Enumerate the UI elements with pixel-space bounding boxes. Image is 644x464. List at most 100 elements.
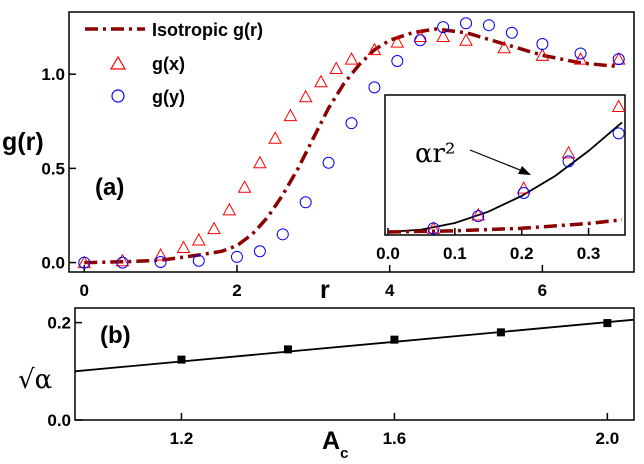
series-a1-marker-18: [436, 29, 450, 42]
series-a2-marker-1: [116, 256, 129, 269]
series-a1-marker-14: [344, 52, 359, 65]
series-a2-marker-7: [299, 196, 312, 209]
series-a1-marker-4: [191, 232, 206, 246]
panel-a-frame: [68, 11, 635, 273]
series-i3-marker-4: [612, 127, 625, 140]
series-a2-marker-2: [154, 256, 167, 269]
series-i1-line: [387, 218, 623, 234]
series-i2-marker-1: [471, 207, 486, 221]
series-i2-marker-2: [516, 181, 531, 194]
series-a2-marker-17: [536, 38, 549, 51]
series-a2-marker-9: [345, 117, 358, 130]
series-a1-marker-8: [253, 155, 267, 169]
legend-gy-marker: [111, 89, 125, 103]
a-yticklabel-2: 1.0: [41, 65, 65, 84]
series-a2-marker-5: [253, 245, 266, 258]
series-a2-marker-11: [391, 54, 404, 67]
panel-a-ticks: 0 2 4 6 0.0 0.5 1.0: [41, 65, 547, 300]
series-a1-marker-21: [535, 48, 550, 61]
series-a2-marker-15: [482, 19, 495, 32]
inset-series: [387, 99, 626, 235]
series-a1-marker-7: [237, 180, 252, 193]
inset-arrowhead: [518, 166, 531, 175]
series-b0-marker-2: [390, 335, 399, 344]
series-a1-marker-20: [497, 40, 512, 54]
series-a1-marker-1: [115, 253, 130, 267]
series-b0-marker-0: [177, 355, 186, 364]
series-a2-marker-0: [78, 256, 91, 269]
series-a1-marker-12: [314, 74, 328, 88]
inset-annotation: αr²: [415, 139, 455, 169]
series-i2-marker-3: [561, 145, 576, 159]
legend: Isotropic g(r) g(x) g(y): [85, 20, 263, 107]
series-a1-marker-15: [367, 42, 382, 56]
series-a2-marker-10: [368, 81, 381, 94]
series-a2-marker-13: [437, 21, 450, 34]
series-i3-marker-3: [562, 155, 575, 168]
series-a2-marker-3: [192, 254, 205, 267]
series-a0-line: [84, 27, 619, 265]
series-b1-line: [74, 318, 635, 373]
legend-gx-marker: [109, 55, 127, 70]
series-a2-marker-16: [505, 26, 518, 39]
panel-a-ylabel: g(r): [2, 128, 44, 156]
b-yticklabel-1: 0.2: [47, 314, 71, 333]
panel-a: 0 2 4 6 0.0 0.5 1.0 (a) g(r) r Isotropic g(r) …: [2, 11, 635, 304]
series-i2-marker-4: [611, 99, 626, 113]
series-a2-marker-6: [276, 228, 289, 241]
series-a1-marker-19: [459, 33, 473, 46]
series-a2-marker-14: [460, 17, 473, 30]
b-x-ticklabel-1: 1.6: [383, 429, 407, 448]
i-x-ticklabel-0: 0.0: [376, 244, 400, 263]
series-a1-marker-5: [207, 221, 221, 235]
xlabel-A: A: [322, 427, 340, 455]
panel-a-series: [77, 17, 626, 269]
series-a2-marker-12: [414, 34, 427, 47]
a-x-ticklabel-1: 2: [232, 281, 241, 300]
b-x-ticklabel-2: 2.0: [596, 429, 620, 448]
series-a1-marker-13: [329, 61, 344, 75]
a-x-ticklabel-0: 0: [80, 281, 89, 300]
b-yticklabel-0: 0.0: [47, 411, 71, 430]
panel-b-ticks: 1.2 1.6 2.0 0.0 0.2: [47, 314, 619, 448]
series-a2-marker-19: [612, 53, 625, 66]
series-i0-line: [387, 121, 623, 233]
inset-frame: [384, 94, 626, 236]
inset-annotation-arrow: [469, 149, 526, 173]
panel-a-label: (a): [95, 174, 124, 201]
panel-b-ylabel: √α: [18, 365, 52, 395]
series-a1-marker-3: [176, 240, 191, 254]
a-yticklabel-1: 0.5: [41, 159, 65, 178]
series-i3-marker-2: [517, 187, 530, 200]
series-a1-marker-10: [283, 108, 298, 122]
inset: 0.0 0.1 0.2 0.3 αr²: [376, 94, 626, 263]
panel-b-frame: [74, 307, 635, 421]
panel-a-xlabel: r: [320, 276, 330, 304]
xlabel-sub: c: [340, 445, 348, 462]
series-a2-marker-8: [322, 156, 335, 169]
series-b0-marker-4: [603, 319, 612, 328]
a-x-ticklabel-3: 6: [538, 281, 547, 300]
panel-b-series: [74, 318, 635, 373]
series-a2-marker-18: [574, 47, 587, 60]
legend-gx-label: g(x): [152, 54, 185, 74]
i-x-ticklabel-1: 0.1: [443, 244, 467, 263]
series-a1-marker-11: [298, 89, 313, 103]
panel-b-label: (b): [100, 322, 131, 349]
series-a1-marker-6: [222, 202, 237, 216]
panel-b-xlabel: Ac: [322, 427, 348, 462]
i-x-ticklabel-3: 0.3: [577, 244, 601, 263]
legend-isotropic-label: Isotropic g(r): [152, 20, 263, 40]
series-b0-marker-1: [283, 345, 292, 354]
series-i3-marker-1: [472, 210, 485, 223]
b-x-ticklabel-0: 1.2: [170, 429, 194, 448]
legend-gy-label: g(y): [152, 87, 185, 107]
series-a1-marker-9: [268, 131, 282, 144]
inset-ticks: 0.0 0.1 0.2 0.3: [376, 228, 600, 263]
panel-b: 1.2 1.6 2.0 0.0 0.2 (b) √α Ac: [18, 307, 635, 462]
series-i3-marker-0: [427, 222, 440, 235]
a-yticklabel-0: 0.0: [41, 254, 65, 273]
series-a2-marker-4: [230, 250, 243, 263]
series-a1-marker-16: [390, 35, 405, 48]
